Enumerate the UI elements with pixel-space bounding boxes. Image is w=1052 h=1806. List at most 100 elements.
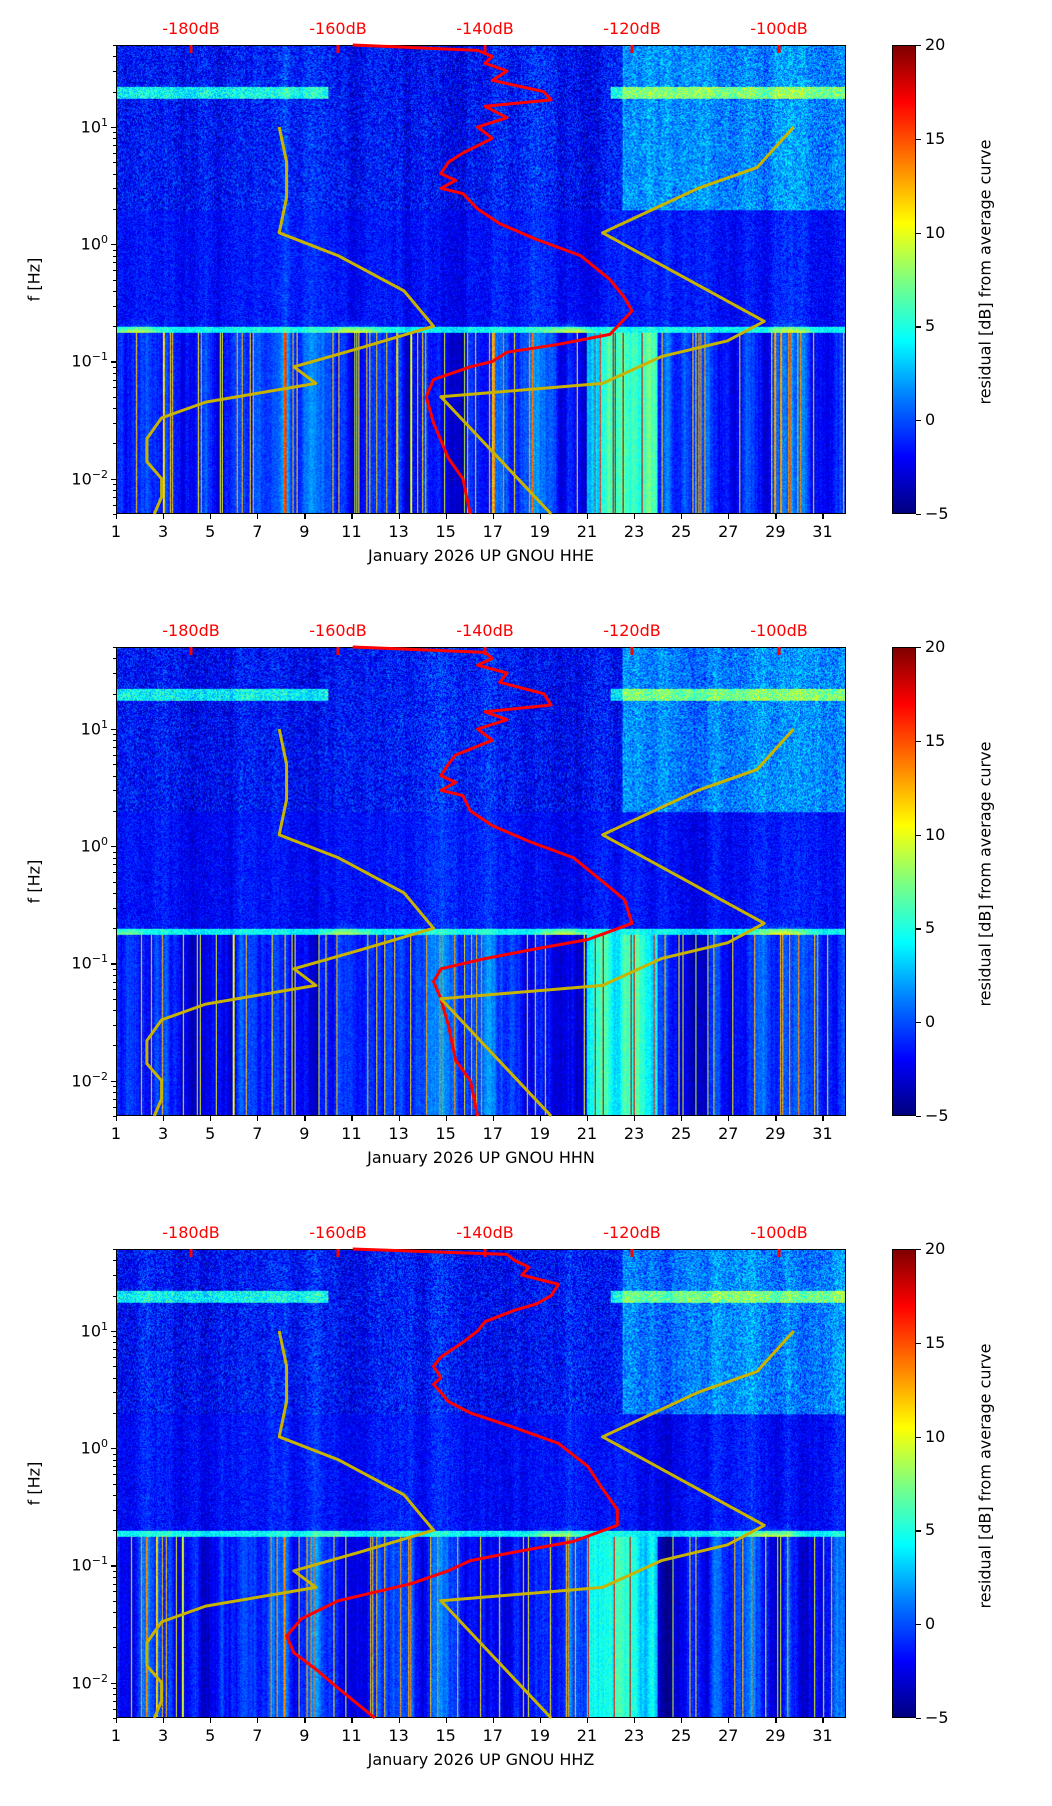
y-tick-base: 10 — [71, 953, 92, 973]
x-tick-label: 5 — [205, 1726, 216, 1745]
x-tick — [539, 1718, 542, 1723]
y-minor-tick — [113, 1453, 116, 1455]
colorbar-tick — [916, 1718, 921, 1720]
y-minor-tick — [113, 968, 116, 970]
db-tick-label: -120dB — [603, 621, 661, 640]
x-tick-label: 15 — [435, 1124, 456, 1143]
y-minor-tick — [113, 305, 116, 307]
colorbar-tick-label: 15 — [925, 730, 946, 750]
panel-hhz: -180dB -160dB -140dB -120dB -100dB 1 3 5 7 9 11 13 1… — [0, 1204, 1052, 1806]
x-tick-label: 3 — [158, 1726, 169, 1745]
y-minor-tick — [113, 775, 116, 777]
y-tick — [111, 1080, 116, 1082]
y-minor-tick — [113, 71, 116, 72]
y-tick-exponent: 1 — [101, 717, 108, 731]
y-axis-label: f [Hz] — [24, 1461, 44, 1505]
x-tick — [681, 514, 683, 519]
y-tick-exponent: 1 — [101, 1319, 108, 1333]
colorbar-tick-label: 15 — [925, 128, 946, 148]
y-minor-tick — [113, 279, 116, 281]
y-minor-tick — [113, 851, 116, 853]
colorbar-tick — [916, 647, 921, 649]
colorbar-tick-label: 5 — [925, 918, 936, 938]
colorbar-tick-label: 0 — [925, 1614, 936, 1634]
x-tick — [634, 514, 636, 519]
x-tick — [116, 514, 118, 519]
y-minor-tick — [113, 514, 116, 515]
y-tick-base: 10 — [80, 1321, 101, 1341]
colorbar-tick — [916, 138, 921, 140]
y-tick-exponent: −2 — [91, 467, 108, 481]
x-tick — [775, 1116, 777, 1121]
x-tick — [257, 1116, 259, 1121]
y-minor-tick — [113, 496, 116, 498]
y-minor-tick — [113, 1024, 116, 1026]
colorbar-tick-label: 0 — [925, 1012, 936, 1032]
colorbar-tick — [916, 1624, 921, 1626]
colorbar-tick — [916, 1116, 921, 1118]
x-tick-label: 31 — [812, 1726, 833, 1745]
colorbar-tick — [916, 326, 921, 328]
nlnm-curve — [145, 126, 435, 515]
y-minor-tick — [113, 1694, 116, 1696]
y-minor-tick — [113, 790, 116, 792]
y-minor-tick — [113, 764, 116, 766]
x-tick-label: 5 — [205, 522, 216, 541]
db-tick-label: -120dB — [603, 19, 661, 38]
y-tick-label: 10−1 — [71, 1554, 108, 1574]
y-minor-tick — [113, 1098, 116, 1100]
y-tick-label: 100 — [81, 233, 108, 253]
y-tick — [111, 126, 116, 129]
x-tick-label: 19 — [529, 1124, 551, 1143]
y-minor-tick — [113, 255, 116, 257]
y-minor-tick — [113, 1377, 116, 1379]
nlnm-curve — [145, 1330, 435, 1719]
db-tick-label: -160dB — [309, 1223, 367, 1242]
y-tick-exponent: −1 — [91, 350, 108, 364]
x-tick — [210, 514, 212, 519]
average-psd-curve — [352, 645, 634, 1117]
x-tick — [775, 1718, 777, 1723]
x-tick — [257, 1718, 259, 1723]
y-minor-tick — [113, 484, 116, 486]
colorbar-tick — [916, 1022, 921, 1024]
colorbar-tick-label: 10 — [925, 222, 946, 242]
colorbar-tick — [916, 1342, 921, 1344]
x-tick — [163, 1718, 165, 1723]
y-minor-tick — [113, 892, 116, 894]
x-axis-label: January 2026 UP GNOU HHE — [368, 546, 594, 565]
y-minor-tick — [113, 145, 116, 147]
y-minor-tick — [113, 1295, 116, 1297]
x-tick — [304, 514, 306, 519]
y-minor-tick — [113, 1459, 116, 1461]
curves-overlay — [145, 1247, 795, 1720]
y-minor-tick — [113, 1612, 116, 1614]
y-minor-tick — [113, 1045, 116, 1047]
db-tick-label: -140dB — [456, 621, 514, 640]
x-tick — [728, 1116, 730, 1121]
y-minor-tick — [113, 1483, 116, 1485]
colorbar-tick-label: 20 — [925, 1239, 946, 1258]
x-tick — [116, 1116, 118, 1121]
x-tick-label: 27 — [718, 1124, 739, 1143]
x-tick-label: 1 — [110, 1726, 122, 1745]
x-tick-label: 9 — [299, 1124, 310, 1143]
x-tick — [398, 1116, 400, 1121]
y-minor-tick — [113, 132, 116, 134]
y-minor-tick — [113, 928, 116, 930]
y-tick-base: 10 — [80, 719, 101, 739]
y-tick-exponent: 0 — [101, 835, 108, 849]
x-tick-label: 13 — [388, 522, 409, 541]
y-minor-tick — [113, 1583, 116, 1585]
y-minor-tick — [113, 1092, 116, 1094]
y-minor-tick — [113, 1626, 116, 1628]
colorbar-tick — [916, 232, 921, 234]
x-tick — [445, 1718, 447, 1723]
db-tick-label: -160dB — [309, 621, 367, 640]
y-minor-tick — [113, 1356, 116, 1358]
y-axis-label: f [Hz] — [24, 859, 44, 903]
colorbar-tick — [916, 420, 921, 422]
y-minor-tick — [113, 857, 116, 859]
x-tick — [634, 1718, 636, 1723]
colorbar-tick-label: −5 — [925, 1106, 949, 1125]
